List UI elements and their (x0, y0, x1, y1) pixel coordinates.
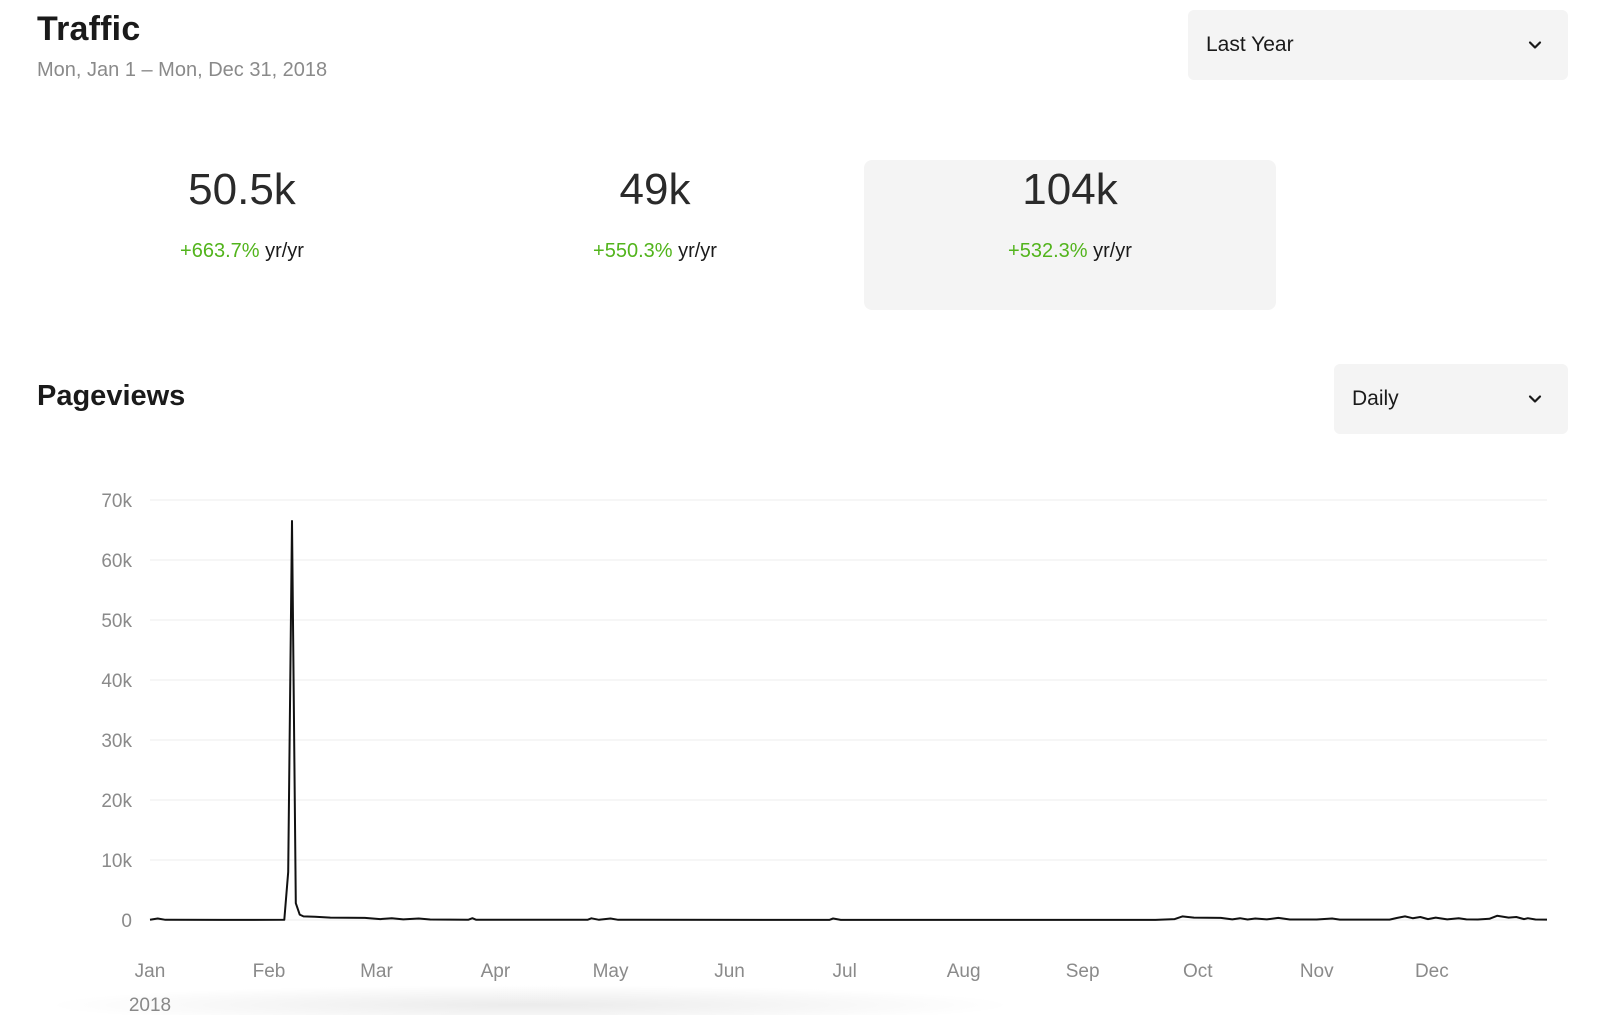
date-range-label: Mon, Jan 1 – Mon, Dec 31, 2018 (37, 59, 328, 81)
x-tick-label: Jul (833, 961, 857, 982)
chart-year-label: 2018 (129, 995, 171, 1015)
stat-change-period: yr/yr (1093, 240, 1132, 263)
x-tick-label: Jan (135, 961, 166, 982)
stat-card-1[interactable]: 50.5k +663.7% yr/yr (36, 160, 448, 310)
y-tick-label: 50k (101, 611, 132, 632)
y-tick-label: 60k (101, 551, 132, 572)
stat-card-3[interactable]: 104k +532.3% yr/yr (864, 160, 1276, 310)
chart-y-axis: 0 10k 20k 30k 40k 50k 60k 70k (101, 491, 132, 932)
x-tick-label: Sep (1066, 961, 1100, 982)
x-tick-label: Dec (1415, 961, 1449, 982)
y-tick-label: 30k (101, 731, 132, 752)
stat-card-2[interactable]: 49k +550.3% yr/yr (449, 160, 861, 310)
stat-value: 49k (619, 165, 691, 214)
x-tick-label: Aug (947, 961, 981, 982)
y-tick-label: 70k (101, 491, 132, 512)
range-select[interactable]: Last Year (1188, 10, 1568, 80)
chart-series (149, 520, 1548, 921)
chart-gridlines (150, 499, 1547, 921)
scroll-shadow (40, 985, 1020, 1015)
x-tick-label: Feb (253, 961, 286, 982)
stat-change: +550.3% yr/yr (449, 240, 861, 263)
chevron-down-icon (1528, 395, 1542, 403)
section-title: Pageviews (37, 380, 186, 412)
stat-value: 50.5k (188, 165, 296, 214)
y-tick-label: 20k (101, 791, 132, 812)
range-select-value: Last Year (1206, 33, 1294, 56)
stat-change-percent: +663.7% (180, 240, 260, 263)
series-line (149, 520, 1548, 921)
interval-select[interactable]: Daily (1334, 364, 1568, 434)
chevron-down-icon (1528, 41, 1542, 49)
stat-change-percent: +532.3% (1008, 240, 1088, 263)
x-tick-label: Apr (481, 961, 511, 982)
x-tick-label: Oct (1183, 961, 1213, 982)
stat-change-period: yr/yr (678, 240, 717, 263)
stat-value: 104k (1022, 165, 1118, 214)
traffic-header: Traffic Mon, Jan 1 – Mon, Dec 31, 2018 (37, 10, 327, 82)
x-tick-label: Nov (1300, 961, 1334, 982)
stat-change: +663.7% yr/yr (36, 240, 448, 263)
pageviews-chart: 0 10k 20k 30k 40k 50k 60k 70k Jan Feb Mar Apr May Ju… (101, 491, 1548, 1015)
y-tick-label: 0 (121, 911, 132, 932)
stat-change-percent: +550.3% (593, 240, 673, 263)
y-tick-label: 10k (101, 851, 132, 872)
x-tick-label: May (593, 961, 629, 982)
chart-x-axis: Jan Feb Mar Apr May Jun Jul Aug Sep Oct Nov Dec (135, 961, 1449, 982)
stat-change-period: yr/yr (265, 240, 304, 263)
interval-select-value: Daily (1352, 387, 1399, 410)
y-tick-label: 40k (101, 671, 132, 692)
x-tick-label: Jun (714, 961, 745, 982)
x-tick-label: Mar (360, 961, 393, 982)
stat-change: +532.3% yr/yr (864, 240, 1276, 263)
page-title: Traffic (37, 10, 141, 48)
